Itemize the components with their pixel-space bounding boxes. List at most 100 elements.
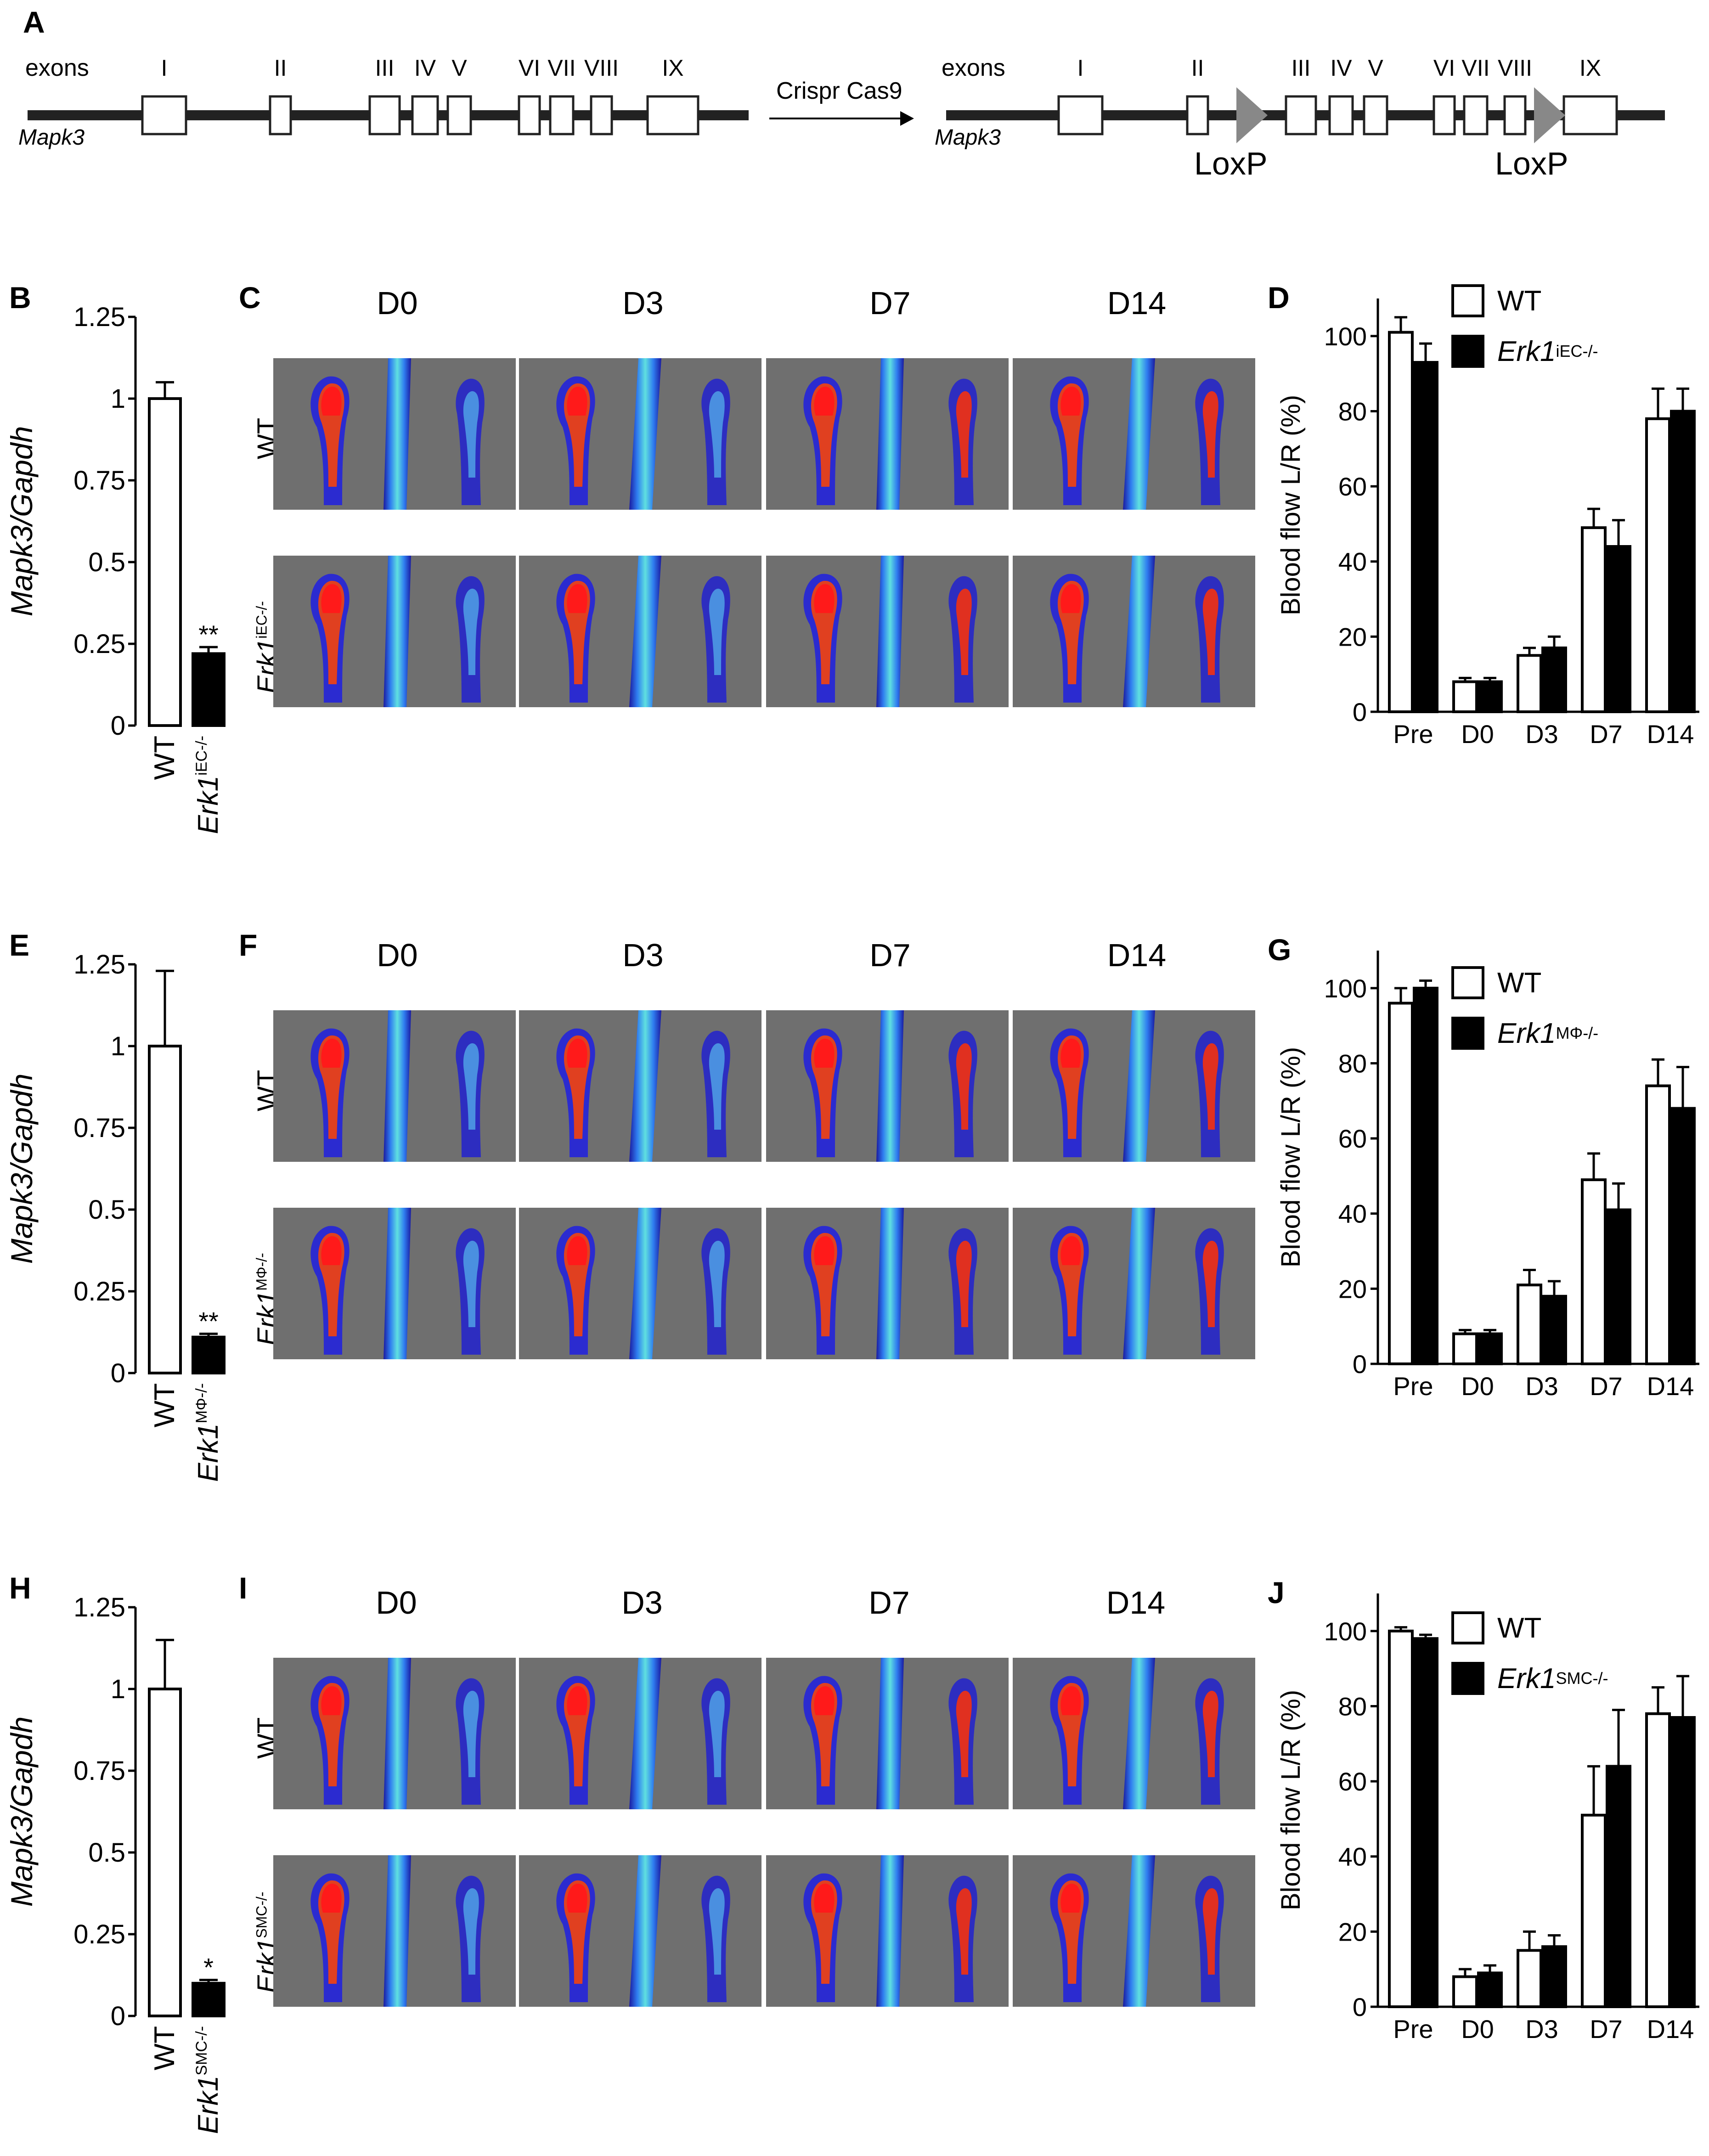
bar xyxy=(1452,680,1478,714)
legend-swatch-ko xyxy=(1451,1662,1484,1695)
row-label-ko-sup: MΦ-/- xyxy=(253,1253,270,1291)
bar xyxy=(1413,1637,1438,2008)
bar xyxy=(1517,1283,1542,1365)
laser-doppler-image xyxy=(273,1010,516,1162)
exon-label: VI xyxy=(519,55,540,81)
exon-box xyxy=(1363,95,1388,135)
y-tick-label: 1.25 xyxy=(73,1593,125,1622)
loxp-label-1: LoxP xyxy=(1194,146,1268,181)
laser-doppler-image xyxy=(519,1658,761,1809)
exon-box xyxy=(411,95,439,135)
loxp-triangle-2 xyxy=(1534,87,1565,143)
x-tick-label: Pre xyxy=(1393,720,1433,749)
x-tick-label: D0 xyxy=(1461,720,1494,749)
exon-box xyxy=(1285,95,1317,135)
paw-right-core xyxy=(1202,1888,1218,1975)
bar xyxy=(1645,1084,1671,1365)
exon-label: III xyxy=(1292,55,1311,81)
exon-label: I xyxy=(161,55,168,81)
paw-left-hot xyxy=(321,584,342,613)
perfusion-map xyxy=(556,358,730,510)
y-axis-label: Mapk3/Gapdh xyxy=(5,1717,39,1907)
exon-box xyxy=(1503,95,1527,135)
perfusion-map xyxy=(310,1208,485,1359)
paw-left-hot xyxy=(321,1884,342,1913)
y-tick-label: 0.75 xyxy=(73,466,125,495)
tail xyxy=(384,1658,411,1809)
tail xyxy=(1123,358,1155,510)
bar xyxy=(1517,1949,1542,2008)
exon-box xyxy=(1433,95,1456,135)
y-tick-label: 1 xyxy=(111,384,125,414)
perfusion-map xyxy=(556,556,730,707)
exon-box xyxy=(269,95,292,135)
perfusion-map xyxy=(1050,358,1224,510)
bar xyxy=(1670,1107,1696,1365)
bar xyxy=(1606,545,1631,713)
exon-label: IX xyxy=(1579,55,1601,81)
y-tick-label: 80 xyxy=(1338,1049,1367,1078)
panel-letter-g: G xyxy=(1268,933,1292,967)
bar xyxy=(1477,680,1503,714)
y-tick-label: 40 xyxy=(1338,547,1367,576)
y-tick-label: 1.25 xyxy=(73,302,125,332)
paw-left-hot xyxy=(1060,1884,1081,1913)
legend-item-wt: WT xyxy=(1451,1603,1608,1653)
exon-label: V xyxy=(451,55,467,81)
exon-label: IV xyxy=(414,55,436,81)
paw-left-hot xyxy=(1060,584,1081,613)
y-tick-label: 0.5 xyxy=(88,1838,125,1868)
bar xyxy=(1581,1813,1607,2009)
legend-label-ko-sup: SMC-/- xyxy=(1556,1669,1608,1688)
legend-item-wt: WT xyxy=(1451,276,1598,326)
exon-box xyxy=(518,95,541,135)
x-tick-label-sup: iEC-/- xyxy=(193,736,210,776)
bar xyxy=(1477,1332,1503,1366)
tail xyxy=(876,358,904,510)
paw-left-hot xyxy=(1060,1236,1081,1265)
laser-doppler-image xyxy=(1013,556,1255,707)
paw-left-hot xyxy=(567,387,587,416)
y-tick-label: 100 xyxy=(1324,1617,1367,1646)
perfusion-map xyxy=(803,556,977,707)
paw-right-core xyxy=(956,1240,972,1327)
perfusion-map xyxy=(310,556,485,707)
legend-label-ko: Erk1 xyxy=(1497,1662,1556,1694)
gene-label-left: Mapk3 xyxy=(18,125,85,150)
row-label-ko-sup: iEC-/- xyxy=(253,601,270,639)
y-tick-label: 0 xyxy=(1353,1350,1367,1379)
paw-left-hot xyxy=(1060,1686,1081,1715)
bar xyxy=(1413,361,1438,714)
y-tick-label: 80 xyxy=(1338,1692,1367,1721)
legend-swatch-wt xyxy=(1451,284,1484,317)
paw-right-core xyxy=(463,391,479,478)
panel-letter-b: B xyxy=(9,281,31,315)
timepoint-label: D0 xyxy=(377,285,418,321)
paw-left-hot xyxy=(814,1236,835,1265)
exon-label: VI xyxy=(1433,55,1455,81)
y-tick-label: 80 xyxy=(1338,397,1367,426)
tail xyxy=(384,1010,411,1162)
tail xyxy=(384,1855,411,2007)
x-tick-label: D7 xyxy=(1590,720,1623,749)
tail xyxy=(1123,556,1155,707)
exon-label: VIII xyxy=(1498,55,1532,81)
laser-doppler-image xyxy=(1013,1658,1255,1809)
paw-left-hot xyxy=(814,584,835,613)
perfusion-map xyxy=(310,1658,485,1809)
exon-box xyxy=(1328,95,1354,135)
y-tick-label: 100 xyxy=(1324,974,1367,1003)
y-tick-label: 0.5 xyxy=(88,547,125,577)
bar xyxy=(192,652,226,727)
perfusion-map xyxy=(310,1010,485,1162)
exon-label: I xyxy=(1077,55,1084,81)
loxp-triangle-1 xyxy=(1236,87,1268,143)
bar xyxy=(1606,1765,1631,2008)
paw-right-core xyxy=(463,588,479,675)
y-axis-label: Mapk3/Gapdh xyxy=(5,426,39,617)
y-tick-label: 1.25 xyxy=(73,950,125,979)
bar xyxy=(192,1335,226,1374)
paw-left-hot xyxy=(814,1686,835,1715)
bar xyxy=(1645,417,1671,713)
laser-doppler-image xyxy=(1013,358,1255,510)
